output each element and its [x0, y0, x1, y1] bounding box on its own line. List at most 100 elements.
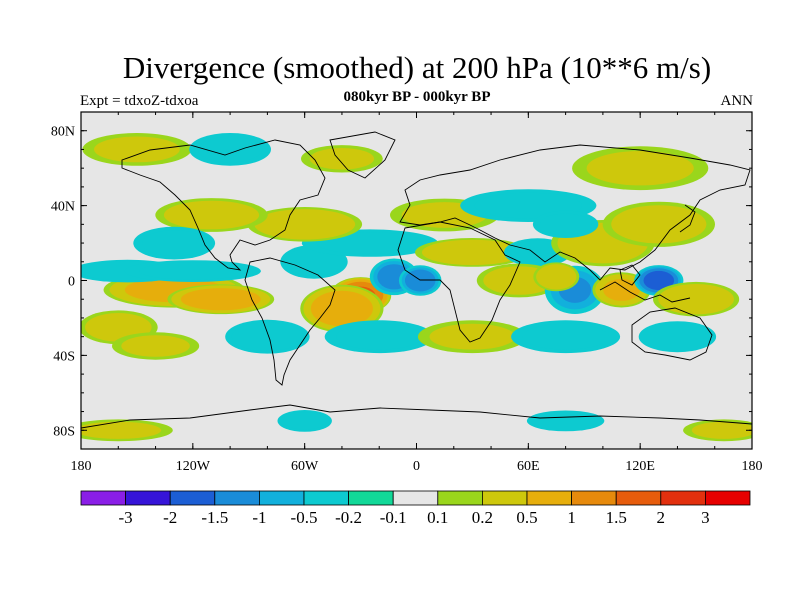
field-contour: [526, 410, 605, 432]
y-tick-label: 80S: [53, 424, 75, 439]
colorbar-label: -0.5: [291, 508, 318, 527]
field-anomaly: [572, 146, 709, 191]
field-contour: [81, 421, 162, 439]
field-contour: [316, 232, 424, 254]
season-label: ANN: [720, 93, 754, 109]
field-contour: [691, 421, 752, 439]
y-tick-label: 0: [68, 275, 75, 290]
field-contour: [522, 323, 609, 350]
x-tick-label: 120E: [625, 459, 655, 474]
coastline-south-america: [244, 257, 336, 386]
field-contour: [197, 136, 263, 163]
coastlines: [81, 131, 752, 429]
colorbar-swatch: [660, 490, 706, 506]
coastline-africa: [397, 221, 521, 343]
field-contour: [121, 335, 190, 357]
field-anomaly: [300, 284, 384, 333]
field-anomaly: [189, 133, 271, 166]
field-contour: [309, 148, 375, 170]
coastline-greenland: [329, 131, 396, 179]
x-tick-label: 180: [71, 459, 92, 474]
field-anomaly: [526, 410, 605, 432]
field-contour: [536, 264, 577, 290]
colorbar-swatch: [571, 490, 617, 506]
colorbar-swatch: [348, 490, 394, 506]
field-anomaly: [112, 332, 200, 360]
experiment-label: Expt = tdxoZ-tdxoa: [80, 93, 199, 109]
field-contour: [638, 321, 717, 353]
field-contour: [586, 151, 694, 186]
y-tick-label: 40S: [53, 349, 75, 364]
x-tick-label: 60W: [291, 459, 319, 474]
field-anomaly: [167, 284, 275, 315]
field-anomaly: [417, 320, 527, 354]
field-anomaly: [533, 262, 580, 292]
coastline-europe-asia: [399, 144, 751, 281]
field-contour: [283, 412, 327, 430]
field-contour: [93, 136, 180, 163]
field-contour: [139, 262, 247, 280]
colorbar-swatch: [481, 490, 528, 506]
field-anomaly: [301, 145, 383, 173]
x-tick-label: 180: [742, 459, 763, 474]
coastline-australia: [631, 307, 713, 361]
field-anomaly: [124, 260, 261, 282]
field-contour: [611, 205, 707, 244]
coastline-antarctica: [81, 404, 752, 429]
y-tick-label: 40N: [51, 200, 75, 215]
field-anomaly: [683, 419, 752, 442]
colorbar-label: 0.2: [472, 508, 493, 527]
colorbar-label: -1.5: [201, 508, 228, 527]
colorbar-swatch: [125, 490, 171, 506]
colorbar-swatch: [214, 490, 260, 506]
coastline-japan: [679, 204, 696, 233]
field-contour: [429, 323, 516, 350]
x-tick-label: 0: [413, 459, 420, 474]
field-anomaly: [511, 320, 621, 354]
field-anomaly: [638, 321, 717, 353]
field-anomaly: [532, 210, 599, 238]
longitude-axis: 180 120W 60W 0 60E 120E 180: [71, 112, 763, 474]
colorbar-swatch: [615, 490, 662, 506]
colorbar-swatch: [80, 490, 126, 506]
field-contour: [336, 323, 423, 350]
colorbar-label: -3: [119, 508, 133, 527]
colorbar-swatch: [303, 490, 349, 506]
field-anomaly: [653, 281, 740, 317]
field-contour: [643, 270, 675, 291]
colorbar-label: 1.5: [606, 508, 627, 527]
latitude-axis: 80N 40N 0 40S 80S: [51, 125, 752, 439]
colorbar-swatch: [437, 490, 483, 506]
field-contour: [310, 290, 373, 327]
field-anomaly: [277, 410, 332, 432]
colorbar-label: -0.2: [335, 508, 362, 527]
colorbar-legend: -3 -2 -1.5 -1 -0.5 -0.2 -0.1 0.1 0.2 0.5 1 1.5 2 3: [80, 490, 751, 527]
field-contour: [539, 213, 592, 236]
field-anomaly: [81, 419, 173, 442]
field-anomaly: [415, 238, 530, 267]
map-plot-area: [80, 111, 753, 450]
x-tick-label: 120W: [176, 459, 211, 474]
field-anomaly: [133, 226, 216, 260]
field-anomaly: [602, 201, 715, 247]
chart-title: Divergence (smoothed) at 200 hPa (10**6 …: [122, 50, 712, 85]
colorbar-swatch: [526, 490, 572, 506]
field-contour: [231, 322, 304, 352]
field-contour: [163, 200, 260, 230]
field-anomaly: [225, 319, 310, 354]
field-contour: [658, 284, 734, 315]
colorbar-swatch: [392, 490, 439, 506]
field-anomaly: [247, 207, 363, 242]
divergence-field: [81, 133, 752, 442]
colorbar-label: -1: [252, 508, 266, 527]
colorbar-label: 0.1: [427, 508, 448, 527]
colorbar-swatch: [169, 490, 216, 506]
colorbar-label: 1: [567, 508, 576, 527]
x-tick-label: 60E: [517, 459, 540, 474]
colorbar-label: 0.5: [516, 508, 537, 527]
colorbar-label: 3: [701, 508, 710, 527]
field-contour: [180, 288, 261, 311]
colorbar-swatch: [705, 490, 751, 506]
y-tick-label: 80N: [51, 125, 75, 140]
